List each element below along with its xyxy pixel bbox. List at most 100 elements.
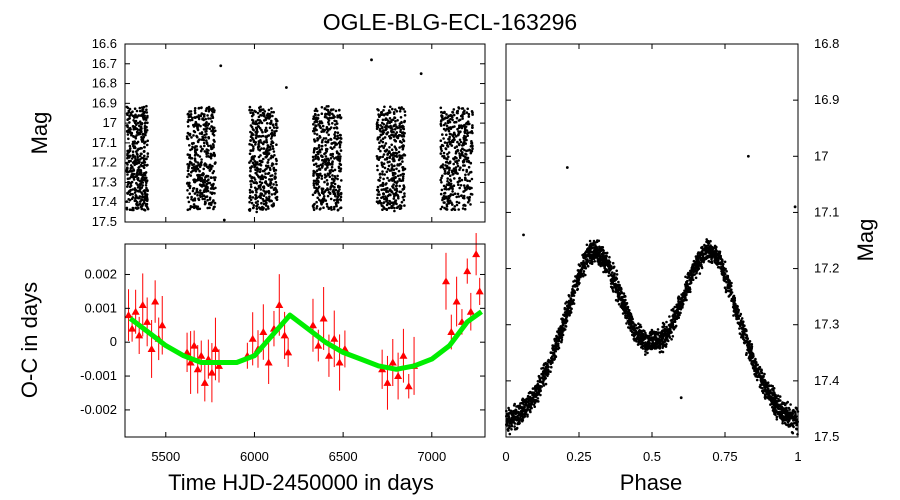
phased-point: [537, 375, 541, 378]
phased-point: [560, 336, 564, 339]
lightcurve-point: [443, 167, 446, 171]
lightcurve-point: [451, 134, 455, 138]
lightcurve-point: [387, 164, 391, 168]
lightcurve-point: [465, 138, 468, 142]
lightcurve-point: [456, 149, 459, 153]
lightcurve-point: [381, 173, 384, 176]
lightcurve-point: [394, 191, 398, 195]
phased-point: [525, 403, 529, 407]
phased-point: [767, 384, 771, 388]
lightcurve-point: [195, 124, 198, 127]
phased-point: [562, 313, 565, 317]
lightcurve-point: [382, 192, 385, 195]
lightcurve-point: [249, 159, 253, 163]
oc-point: [248, 334, 257, 342]
lightcurve-point: [131, 140, 135, 144]
lightcurve-point: [459, 140, 463, 144]
phased-point: [602, 255, 606, 259]
lightcurve-point: [326, 127, 329, 130]
lightcurve-point: [456, 109, 460, 113]
lightcurve-point: [338, 143, 342, 147]
lightcurve-point: [318, 168, 322, 171]
lightcurve-point: [323, 173, 327, 176]
phased-point: [614, 298, 618, 302]
phased-point: [584, 273, 587, 277]
lightcurve-point: [143, 171, 146, 175]
phased-point: [704, 257, 708, 261]
lightcurve-point: [144, 140, 147, 144]
lightcurve-point: [381, 137, 385, 140]
phased-point: [660, 333, 663, 337]
phased-point: [646, 351, 649, 355]
phased-point: [719, 261, 723, 265]
lightcurve-point: [252, 204, 256, 207]
lightcurve-point: [145, 143, 149, 147]
lightcurve-point: [128, 208, 132, 211]
lightcurve-point: [403, 192, 406, 195]
lightcurve-point: [386, 131, 390, 134]
lightcurve-point: [256, 170, 259, 173]
phased-point: [526, 394, 530, 398]
lightcurve-point: [192, 125, 196, 128]
lightcurve-point: [208, 127, 212, 130]
lightcurve-point: [129, 166, 133, 170]
lightcurve-ytick-label: 17.3: [92, 174, 117, 189]
lightcurve-point: [333, 199, 336, 202]
lightcurve-point: [270, 119, 273, 123]
lightcurve-point: [379, 201, 383, 205]
lightcurve-point: [194, 145, 197, 148]
lightcurve-point: [459, 130, 462, 133]
lightcurve-point: [385, 208, 389, 211]
lightcurve-point: [402, 135, 406, 138]
lightcurve-point: [467, 173, 470, 176]
lightcurve-point: [454, 120, 458, 124]
phased-point: [795, 427, 798, 431]
lightcurve-point: [146, 139, 149, 143]
lightcurve-point: [381, 181, 385, 185]
lightcurve-point: [211, 184, 215, 187]
lightcurve-point: [207, 110, 211, 113]
lightcurve-point: [251, 196, 255, 199]
oc-xtick-label: 7000: [417, 449, 446, 464]
phased-point: [588, 239, 592, 243]
phased-point: [522, 403, 525, 406]
phased-point: [572, 298, 575, 302]
oc-point: [452, 297, 461, 305]
lightcurve-point: [392, 130, 395, 134]
lightcurve-point: [458, 186, 462, 190]
phased-point: [507, 424, 511, 428]
lightcurve-point: [463, 176, 467, 180]
lightcurve-point: [394, 120, 397, 123]
lightcurve-point: [469, 145, 473, 148]
lightcurve-point: [339, 137, 343, 140]
lightcurve-point: [248, 142, 251, 146]
lightcurve-point: [401, 172, 405, 176]
lightcurve-point: [126, 173, 129, 176]
lightcurve-point: [454, 171, 457, 174]
lightcurve-point: [439, 139, 443, 142]
lightcurve-point: [392, 178, 396, 182]
oc-point: [399, 351, 408, 359]
oc-point: [158, 321, 167, 329]
lightcurve-point: [316, 139, 319, 142]
lightcurve-point: [189, 205, 193, 208]
lightcurve-point: [451, 187, 454, 191]
lightcurve-point: [386, 122, 389, 125]
phased-point: [662, 332, 666, 336]
lightcurve-point: [333, 133, 336, 136]
phased-point: [632, 334, 636, 338]
lightcurve-point: [334, 131, 337, 134]
lightcurve-point: [272, 183, 275, 186]
phased-point: [760, 375, 763, 378]
lightcurve-point: [185, 137, 189, 140]
lightcurve-point: [208, 196, 212, 200]
lightcurve-point: [336, 152, 340, 155]
phased-point: [523, 406, 526, 409]
lightcurve-point: [397, 133, 401, 137]
lightcurve-point: [339, 133, 342, 137]
phased-point: [637, 322, 640, 326]
phased-point: [618, 283, 621, 287]
lightcurve-point: [448, 194, 452, 197]
phased-point: [510, 425, 513, 428]
